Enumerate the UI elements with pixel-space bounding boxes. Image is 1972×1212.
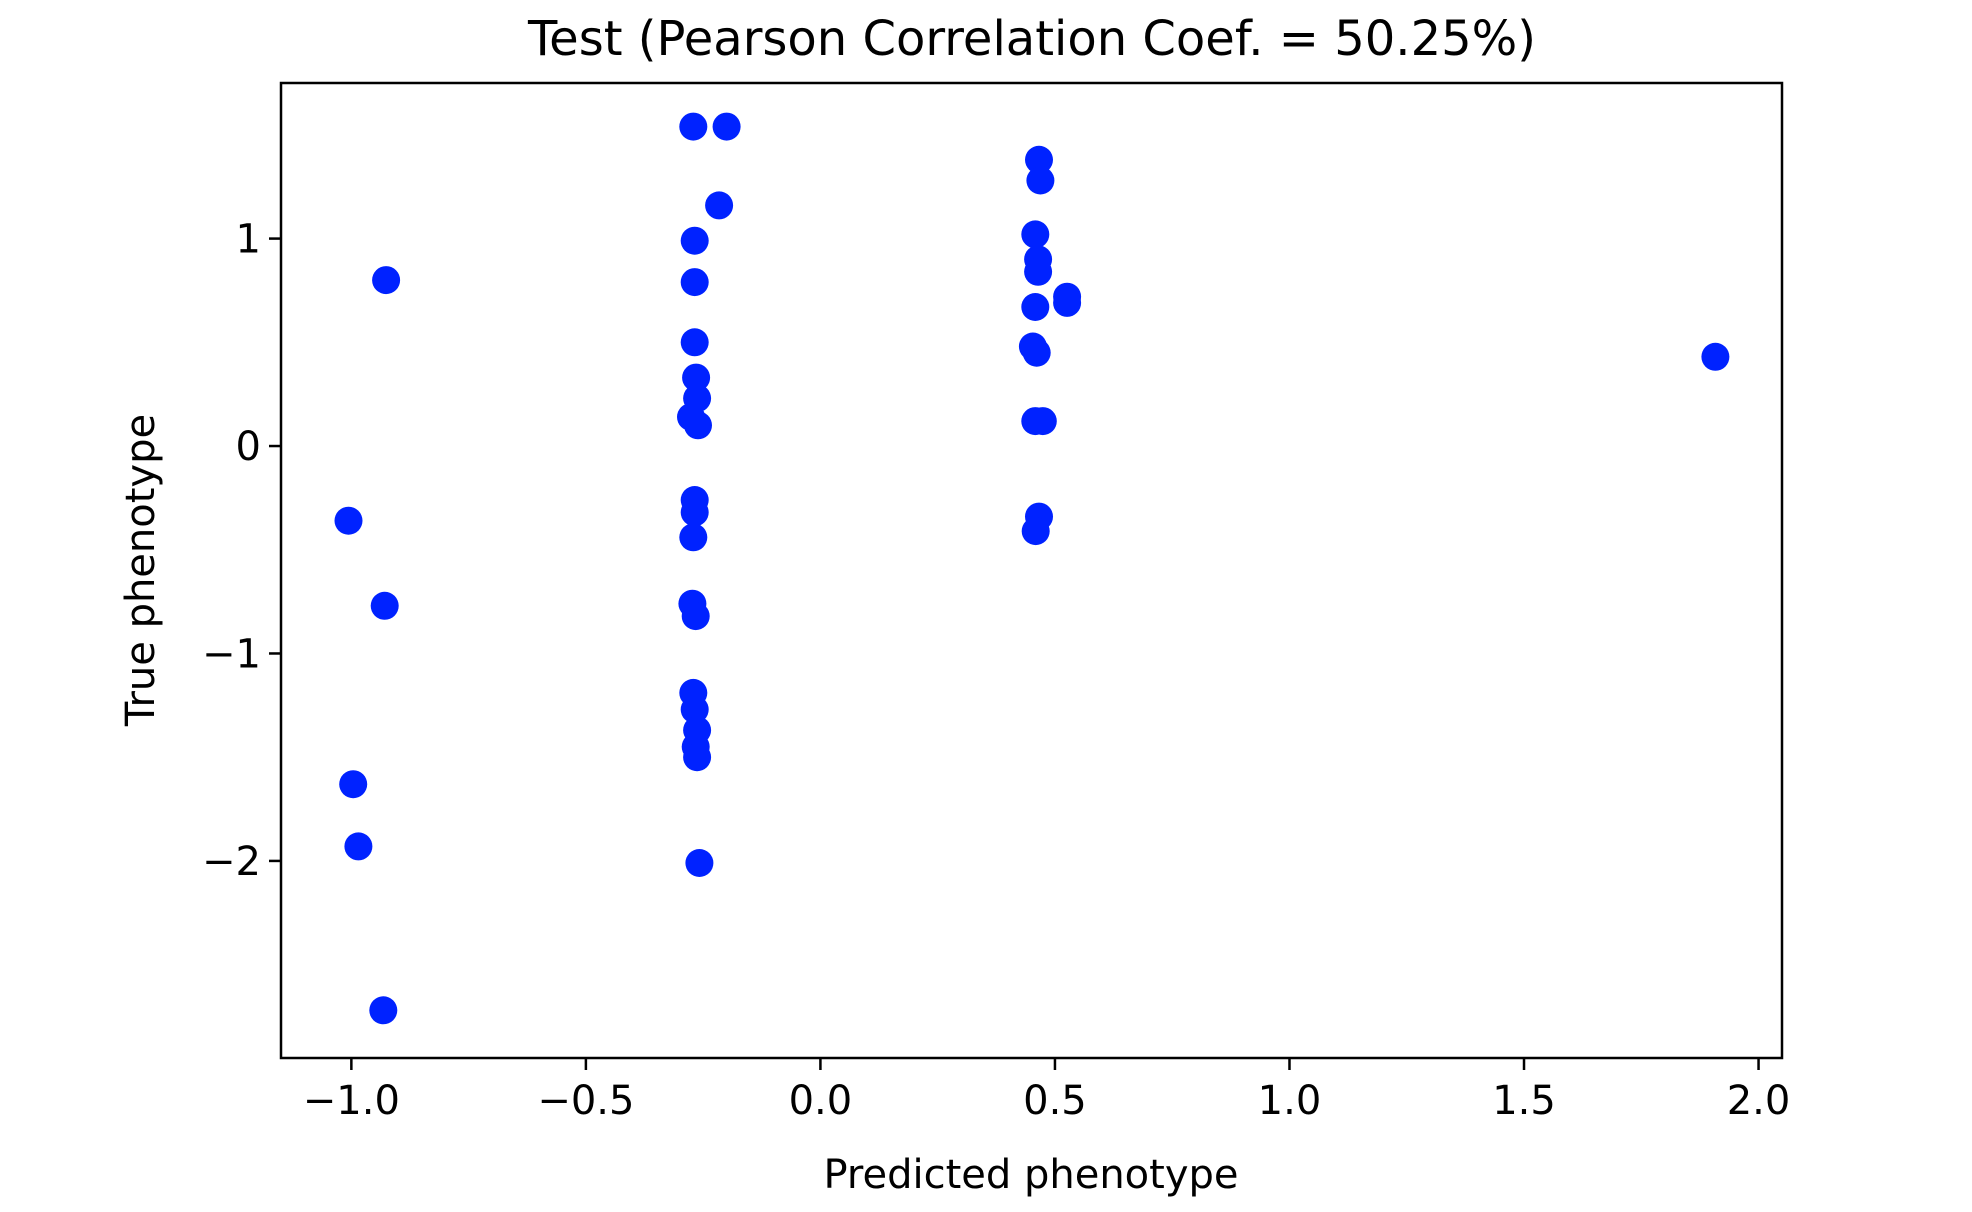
- data-point: [1025, 145, 1053, 174]
- x-tick-label: 1.5: [1492, 1078, 1556, 1124]
- data-point: [1022, 338, 1051, 367]
- y-axis-label: True phenotype: [118, 414, 164, 727]
- data-point: [369, 996, 398, 1025]
- data-point: [681, 602, 710, 631]
- x-axis-label: Predicted phenotype: [823, 1152, 1238, 1198]
- plot-frame: [279, 81, 1784, 1060]
- data-point: [684, 411, 712, 440]
- x-axis-ticks: −1.0 −0.5 0.0 0.5 1.0 1.5 2.0: [303, 1058, 1791, 1124]
- y-tick-label: −2: [202, 839, 261, 885]
- data-point: [370, 591, 399, 620]
- x-tick-label: 0.5: [1023, 1078, 1087, 1124]
- y-tick-label: −1: [202, 631, 261, 677]
- x-tick-label: 1.0: [1258, 1078, 1322, 1124]
- data-point: [1028, 407, 1057, 436]
- data-point: [680, 226, 709, 255]
- data-point: [1026, 166, 1055, 195]
- x-tick-label: −0.5: [537, 1078, 634, 1124]
- data-point: [1024, 257, 1053, 286]
- data-point: [372, 266, 401, 295]
- y-tick-label: 0: [236, 424, 261, 470]
- data-point: [705, 191, 734, 220]
- data-point: [682, 363, 711, 392]
- x-tick-label: 2.0: [1727, 1078, 1791, 1124]
- data-point: [1701, 342, 1730, 371]
- plot-area: [279, 81, 1784, 1060]
- data-point: [334, 506, 363, 535]
- data-point: [685, 849, 714, 877]
- data-point: [679, 523, 708, 552]
- data-point: [680, 695, 709, 724]
- y-axis-ticks: 1 0 −1 −2: [202, 217, 281, 885]
- data-point: [1053, 288, 1082, 317]
- data-point: [683, 743, 712, 772]
- y-tick-label: 1: [236, 217, 261, 263]
- data-point: [679, 112, 708, 141]
- data-point: [1021, 517, 1050, 546]
- x-tick-label: −1.0: [303, 1078, 400, 1124]
- data-point: [680, 328, 709, 357]
- data-point: [1021, 220, 1050, 249]
- data-point: [1021, 293, 1050, 321]
- data-point: [339, 770, 368, 799]
- data-point: [712, 112, 741, 141]
- data-point: [680, 268, 709, 297]
- data-point: [344, 832, 373, 861]
- x-tick-label: 0.0: [789, 1078, 853, 1124]
- data-point: [680, 498, 709, 527]
- data-points: [334, 112, 1730, 1025]
- chart-title: Test (Pearson Correlation Coef. = 50.25%…: [527, 11, 1536, 67]
